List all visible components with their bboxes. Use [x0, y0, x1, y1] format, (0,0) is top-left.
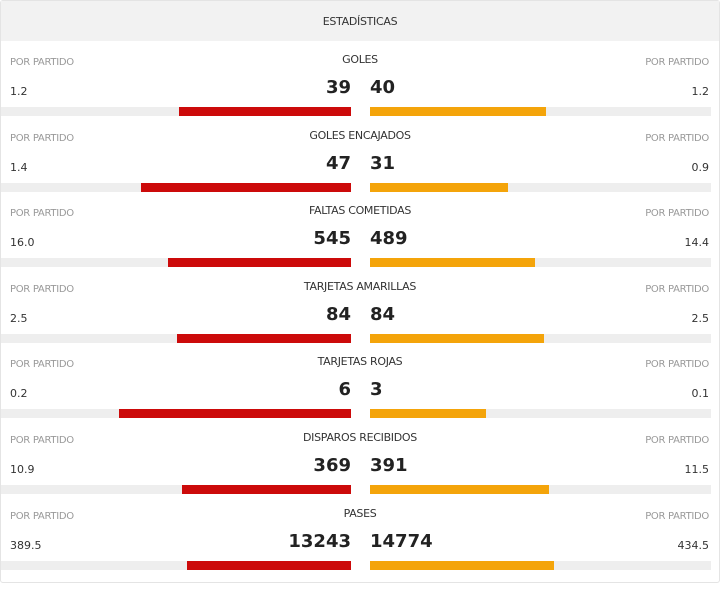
per-match-label: POR PARTIDO	[645, 57, 709, 68]
per-match-label: POR PARTIDO	[10, 510, 74, 522]
away-bar	[370, 182, 509, 192]
away-bar	[370, 485, 550, 494]
bar-gap	[351, 107, 370, 116]
home-bar	[177, 333, 351, 343]
home-per-match: 0.2	[10, 387, 28, 401]
bar-gap	[351, 409, 370, 419]
home-total: 369	[313, 455, 351, 476]
per-match-label: POR PARTIDO	[10, 359, 74, 371]
away-total: 84	[370, 303, 396, 325]
per-match-label: POR PARTIDO	[10, 208, 74, 220]
per-match-label: POR PARTIDO	[10, 283, 74, 295]
per-match-label: POR PARTIDO	[645, 208, 709, 220]
home-bar	[182, 485, 351, 494]
home-per-match: 1.4	[10, 160, 28, 174]
home-bar	[186, 560, 351, 570]
per-match-label: POR PARTIDO	[645, 510, 709, 522]
home-total: 545	[313, 228, 351, 250]
bar-gap	[351, 182, 370, 192]
per-match-label: POR PARTIDO	[10, 57, 74, 68]
away-total: 3	[370, 379, 383, 401]
away-total: 489	[370, 228, 408, 250]
per-match-label: POR PARTIDO	[645, 283, 709, 295]
row-label: GOLES	[342, 53, 378, 66]
home-bar	[179, 107, 351, 116]
row-label: DISPAROS RECIBIDOS	[303, 431, 417, 444]
home-per-match: 389.5	[10, 538, 42, 552]
per-match-label: POR PARTIDO	[10, 132, 74, 144]
per-match-label: POR PARTIDO	[10, 435, 74, 446]
home-bar	[141, 182, 351, 192]
row-label: FALTAS COMETIDAS	[308, 204, 412, 218]
per-match-label: POR PARTIDO	[645, 359, 709, 371]
away-total: 14774	[370, 530, 433, 552]
away-per-match: 14.4	[684, 236, 710, 250]
home-bar	[119, 409, 351, 419]
away-per-match: 0.9	[691, 160, 710, 174]
away-bar	[370, 409, 486, 419]
per-match-label: POR PARTIDO	[645, 435, 709, 446]
away-bar	[370, 560, 554, 570]
row-label: PASES	[343, 506, 377, 520]
per-match-label: POR PARTIDO	[645, 132, 709, 144]
header-title: ESTADÍSTICAS	[322, 15, 398, 28]
home-per-match: 1.2	[10, 85, 28, 98]
home-total: 47	[325, 152, 351, 174]
home-per-match: 10.9	[10, 463, 35, 476]
away-total: 391	[370, 455, 408, 476]
row-label: TARJETAS AMARILLAS	[303, 279, 417, 293]
away-per-match: 434.5	[677, 538, 710, 552]
home-total: 6	[338, 379, 351, 401]
away-per-match: 11.5	[684, 463, 710, 476]
away-bar	[370, 258, 535, 268]
away-per-match: 0.1	[691, 387, 710, 401]
away-bar	[370, 333, 544, 343]
away-total: 31	[370, 152, 396, 174]
bar-gap	[351, 485, 370, 494]
bar-gap	[351, 258, 370, 268]
bar-gap	[351, 333, 370, 343]
away-bar	[370, 107, 547, 116]
away-per-match: 1.2	[691, 85, 710, 98]
home-total: 84	[325, 303, 351, 325]
home-total: 39	[325, 77, 351, 98]
row-label: GOLES ENCAJADOS	[309, 128, 411, 142]
home-bar	[167, 258, 351, 268]
away-total: 40	[370, 77, 396, 98]
home-total: 13243	[288, 530, 351, 552]
header: ESTADÍSTICAS	[1, 1, 719, 41]
home-per-match: 2.5	[10, 311, 28, 325]
home-per-match: 16.0	[10, 236, 35, 250]
bar-gap	[351, 560, 370, 570]
away-per-match: 2.5	[691, 311, 710, 325]
row-label: TARJETAS ROJAS	[317, 355, 403, 369]
